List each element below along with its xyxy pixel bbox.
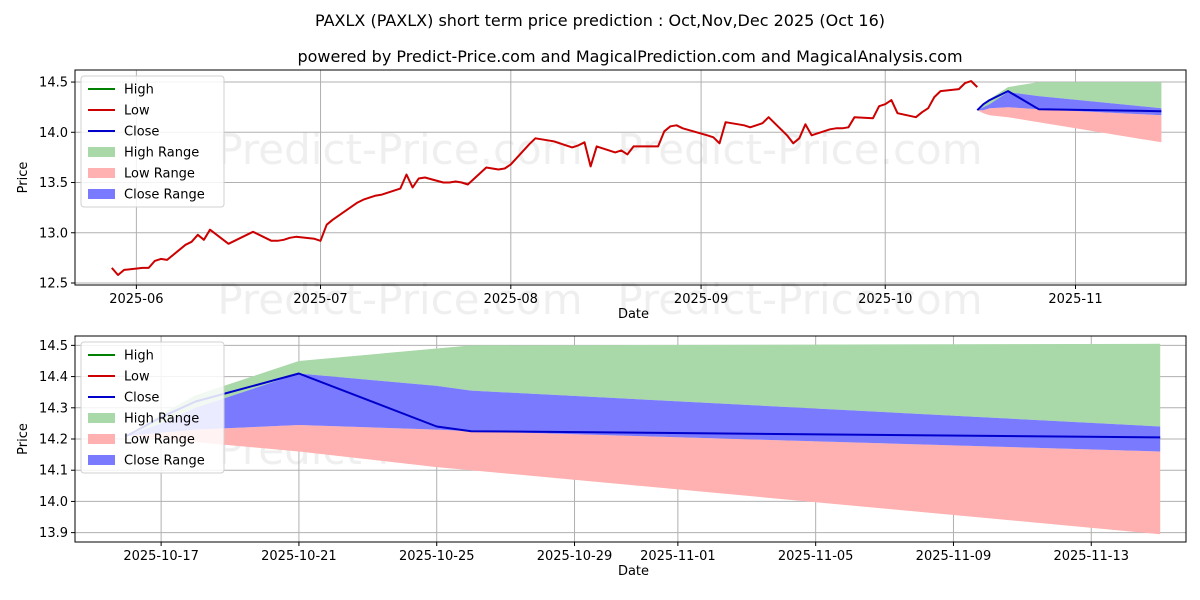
legend-swatch-patch — [88, 147, 115, 157]
x-tick-label: 2025-06 — [109, 292, 163, 307]
legend: High Low Close High Range Low Range Close Ran… — [80, 75, 225, 208]
chart-subtitle: powered by Predict-Price.com and Magical… — [297, 47, 962, 66]
legend-label: Low — [124, 370, 150, 385]
top-panel: Predict-Price.com Predict-Price.com Predic… — [16, 69, 1187, 324]
legend-box — [80, 341, 225, 474]
low-range-band — [977, 107, 1162, 143]
x-tick-label: 2025-10-25 — [399, 549, 475, 564]
x-tick-label: 2025-11-13 — [1053, 549, 1129, 564]
x-tick-label: 2025-11-01 — [640, 549, 716, 564]
watermark: Predict-Price.com — [617, 275, 982, 324]
legend-box — [80, 75, 225, 208]
legend-swatch-patch — [88, 455, 115, 465]
watermark: Predict-Price.com — [617, 125, 982, 174]
high-range-band — [126, 343, 1161, 436]
legend-label: Low Range — [124, 167, 195, 182]
y-tick-label: 13.5 — [39, 176, 68, 191]
y-tick-label: 14.0 — [39, 126, 68, 141]
y-tick-label: 14.3 — [39, 401, 68, 416]
y-tick-label: 14.2 — [39, 433, 68, 448]
legend-label: High — [124, 349, 154, 364]
x-axis-label: Date — [618, 564, 649, 579]
x-tick-label: 2025-07 — [293, 292, 347, 307]
y-tick-label: 14.5 — [39, 76, 68, 91]
x-tick-label: 2025-10 — [858, 292, 912, 307]
close-range-band — [977, 92, 1162, 116]
x-tick-label: 2025-10-17 — [123, 549, 199, 564]
legend-label: Close Range — [124, 454, 205, 469]
x-tick-label: 2025-10-21 — [261, 549, 337, 564]
x-tick-label: 2025-11-09 — [916, 549, 992, 564]
legend-swatch-patch — [88, 168, 115, 178]
high-range-band — [977, 82, 1162, 111]
legend-label: Low Range — [124, 433, 195, 448]
y-tick-label: 12.5 — [39, 276, 68, 291]
y-tick-label: 14.5 — [39, 339, 68, 354]
y-tick-label: 13.0 — [39, 226, 68, 241]
y-tick-label: 13.9 — [39, 526, 68, 541]
low-series-line — [111, 80, 979, 276]
y-axis-label: Price — [16, 162, 31, 194]
bottom-panel: Predict-Price.comPredict-Price.com2025-1… — [16, 335, 1187, 579]
x-axis-label: Date — [618, 307, 649, 322]
y-axis-label: Price — [16, 423, 31, 455]
legend: High Low Close High Range Low Range Close Ran… — [80, 341, 225, 474]
legend-label: High Range — [124, 412, 199, 427]
chart-title: PAXLX (PAXLX) short term price predictio… — [315, 11, 885, 30]
low-range-band — [126, 425, 1161, 535]
y-tick-label: 14.0 — [39, 495, 68, 510]
legend-swatch-patch — [88, 434, 115, 444]
x-tick-label: 2025-10-29 — [537, 549, 613, 564]
legend-swatch-patch — [88, 413, 115, 423]
legend-label: High — [124, 83, 154, 98]
watermark: Predict-Price.com — [217, 125, 582, 174]
plot-frame — [74, 69, 1187, 286]
legend-label: High Range — [124, 146, 199, 161]
close-range-band — [126, 373, 1161, 452]
close-forecast-line — [976, 90, 1162, 113]
x-tick-label: 2025-11-05 — [778, 549, 854, 564]
x-tick-label: 2025-11 — [1048, 292, 1102, 307]
x-tick-label: 2025-08 — [484, 292, 538, 307]
legend-label: Low — [124, 104, 150, 119]
y-tick-label: 14.4 — [39, 370, 68, 385]
legend-label: Close — [124, 391, 159, 406]
x-tick-label: 2025-09 — [674, 292, 728, 307]
legend-label: Close — [124, 125, 159, 140]
y-tick-label: 14.1 — [39, 464, 68, 479]
legend-label: Close Range — [124, 188, 205, 203]
legend-swatch-patch — [88, 189, 115, 199]
